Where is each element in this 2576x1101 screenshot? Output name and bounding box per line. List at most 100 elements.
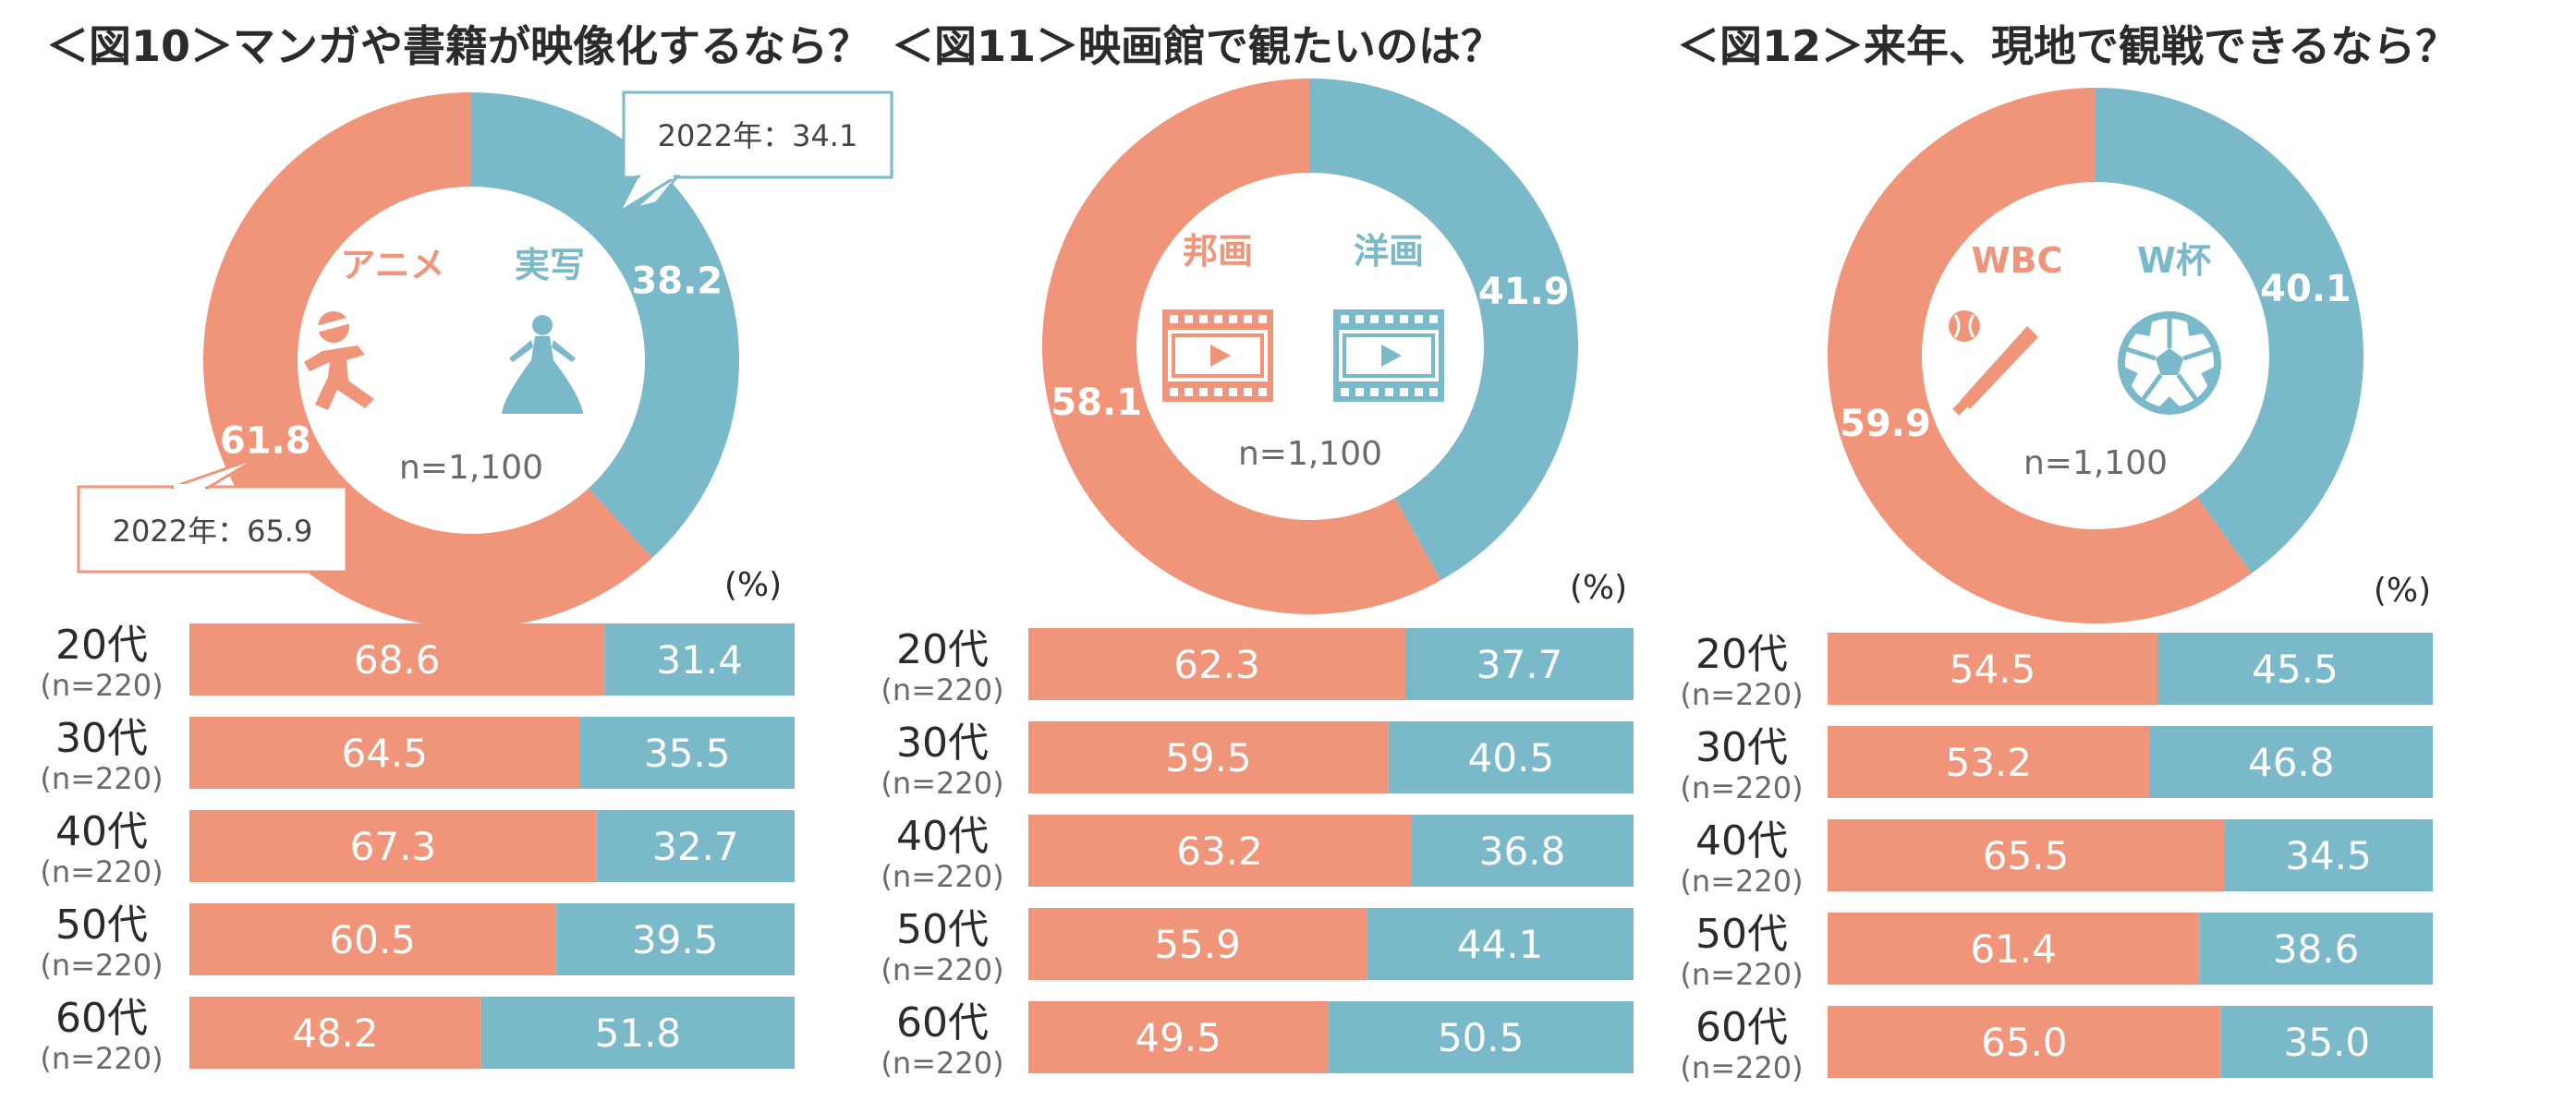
donut-data-label: 38.2: [631, 260, 723, 302]
row-sample-label: (n=220): [40, 761, 163, 796]
baseball-seam: [1953, 314, 1975, 338]
bar-value-label: 40.5: [1468, 735, 1555, 780]
soccer-patch: [2157, 396, 2181, 408]
bar-segment-blue: [604, 623, 795, 696]
bar-row: 50代(n=220) 61.4 38.6: [1680, 911, 2433, 992]
bar-row: 40代(n=220) 67.3 32.7: [40, 808, 795, 889]
bar-value-label: 63.2: [1176, 829, 1263, 874]
film-hole: [1341, 388, 1349, 396]
bar-row: 30代(n=220) 59.5 40.5: [881, 720, 1634, 801]
donut-data-label: 59.9: [1840, 403, 1931, 445]
row-sample-label: (n=220): [1680, 770, 1803, 805]
donut-data-label: 41.9: [1478, 271, 1570, 313]
row-age-label: 50代: [896, 906, 989, 953]
bar-segment-blue: [480, 997, 795, 1069]
soccer-patch: [2133, 320, 2153, 336]
film-hole: [1185, 388, 1193, 396]
soccer-pentagon: [2155, 348, 2184, 375]
donut-slice-実写: [471, 92, 739, 558]
soccer-patch: [2201, 366, 2216, 388]
film-hole: [1199, 388, 1208, 396]
film-hole: [1385, 388, 1393, 396]
bar-segment-orange: [1028, 908, 1367, 980]
bar-row: 60代(n=220) 49.5 50.5: [881, 999, 1634, 1081]
bar-segment-blue: [1367, 908, 1634, 980]
chart-title: ＜図11＞映画館で観たいのは？: [892, 21, 1503, 71]
bar-segment-orange: [1028, 815, 1411, 887]
bar-value-label: 62.3: [1173, 642, 1260, 687]
bar-value-label: 59.5: [1165, 735, 1252, 780]
row-age-label: 20代: [1695, 631, 1788, 678]
bar-segment-orange: [189, 903, 556, 975]
film-hole: [1170, 388, 1178, 396]
film-hole: [1370, 388, 1379, 396]
film-play-icon+film-play-icon: [1162, 309, 1444, 402]
bar-segment-orange: [1028, 721, 1389, 793]
bar-row: 40代(n=220) 63.2 36.8: [881, 813, 1634, 894]
callout-tail-mask: [640, 171, 674, 179]
unit-label: (%): [2374, 572, 2431, 610]
bar-segment-blue: [2199, 913, 2433, 985]
film-hole: [1355, 388, 1364, 396]
row-age-label: 30代: [1695, 724, 1788, 771]
film-hole: [1429, 388, 1438, 396]
film-hole: [1415, 315, 1423, 323]
bar-value-label: 68.6: [354, 637, 441, 683]
row-age-label: 50代: [1695, 911, 1788, 958]
princess-arm-left: [509, 340, 533, 362]
bar-value-label: 61.4: [1970, 926, 2057, 972]
bar-row: 40代(n=220) 65.5 34.5: [1680, 817, 2433, 899]
bar-segment-blue: [2224, 819, 2433, 891]
baseball-bat: [1961, 326, 2038, 409]
soccer-patch: [2123, 366, 2138, 388]
sample-size-label: n=1,100: [2023, 444, 2168, 482]
row-age-label: 40代: [896, 813, 989, 860]
film-inner: [1172, 333, 1264, 378]
row-sample-label: (n=220): [1680, 677, 1803, 712]
film-hole: [1400, 315, 1408, 323]
row-age-label: 40代: [1695, 817, 1788, 865]
row-age-label: 20代: [896, 626, 989, 673]
row-age-label: 30代: [896, 720, 989, 767]
bar-segment-blue: [2157, 633, 2433, 705]
row-age-label: 20代: [55, 622, 148, 669]
bar-segment-orange: [189, 810, 597, 882]
sample-size-label: n=1,100: [399, 449, 543, 487]
donut-slice-WBC: [1828, 88, 2252, 623]
bar-value-label: 51.8: [595, 1010, 682, 1056]
bar-segment-orange: [1828, 1006, 2221, 1078]
bar-value-label: 35.0: [2284, 1020, 2371, 1065]
row-age-label: 60代: [896, 999, 989, 1047]
bar-segment-blue: [596, 810, 795, 882]
film-hole: [1258, 315, 1267, 323]
bar-segment-blue: [1410, 815, 1634, 887]
film-play-triangle: [1381, 345, 1402, 367]
bar-segment-orange: [1828, 726, 2150, 798]
donut-data-label: 40.1: [2260, 268, 2351, 310]
unit-label: (%): [724, 566, 782, 604]
bar-value-label: 37.7: [1476, 642, 1563, 687]
film-play-triangle: [1210, 345, 1231, 367]
bar-row: 50代(n=220) 55.9 44.1: [881, 906, 1634, 987]
bar-segment-blue: [1328, 1001, 1634, 1073]
anime-character-icon+live-action-princess-icon: [304, 311, 583, 414]
bar-segment-orange: [189, 623, 605, 696]
row-sample-label: (n=220): [1680, 1050, 1803, 1085]
bar-segment-blue: [555, 903, 795, 975]
film-hole: [1429, 315, 1438, 323]
film-hole: [1185, 315, 1193, 323]
film-hole: [1214, 388, 1222, 396]
bar-segment-orange: [1828, 819, 2225, 891]
donut-category-label: 邦画: [1183, 231, 1253, 272]
film-hole: [1355, 315, 1364, 323]
donut-category-label: 洋画: [1354, 231, 1424, 272]
bar-row: 20代(n=220) 54.5 45.5: [1680, 631, 2433, 712]
bar-row: 20代(n=220) 62.3 37.7: [881, 626, 1634, 708]
callout-text: 2022年：65.9: [113, 514, 313, 549]
row-sample-label: (n=220): [881, 766, 1003, 801]
bar-row: 30代(n=220) 53.2 46.8: [1680, 724, 2433, 805]
film-hole: [1370, 315, 1379, 323]
callout-box: [622, 91, 893, 179]
